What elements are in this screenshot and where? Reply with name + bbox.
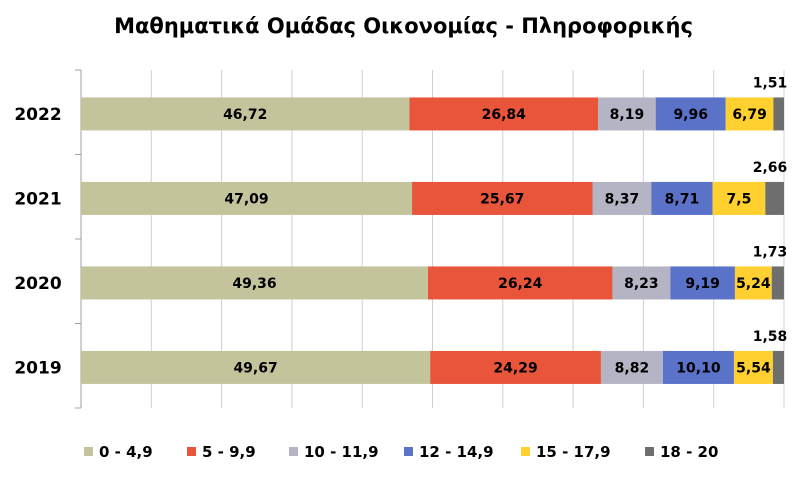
bar-segment xyxy=(81,181,413,215)
legend-swatch xyxy=(84,447,93,456)
bar-segment xyxy=(428,266,613,300)
bar-segment xyxy=(772,350,784,384)
data-label: 25,67 xyxy=(480,191,524,207)
legend-entry: 5 - 9,9 xyxy=(202,443,256,461)
bar-segment xyxy=(409,97,599,131)
legend-entry: 15 - 17,9 xyxy=(536,443,611,461)
bar-segment xyxy=(662,350,734,384)
legend-entry: 10 - 11,9 xyxy=(304,443,379,461)
data-label: 8,37 xyxy=(605,191,640,207)
legend-swatch xyxy=(521,447,530,456)
bar-segment xyxy=(712,181,766,215)
legend-swatch xyxy=(645,447,654,456)
data-label: 8,19 xyxy=(610,107,645,123)
data-label: 47,09 xyxy=(224,191,268,207)
category-label: 2020 xyxy=(14,274,61,294)
data-label: 1,73 xyxy=(753,244,788,260)
bar-segment xyxy=(81,350,431,384)
data-label: 1,58 xyxy=(753,329,788,345)
category-label: 2021 xyxy=(14,189,61,209)
chart-title: Μαθηματικά Ομάδας Οικονομίας - Πληροφορι… xyxy=(114,14,693,38)
bar-segment xyxy=(773,97,784,131)
bar-segment xyxy=(655,97,726,131)
bar-segment xyxy=(651,181,713,215)
bar-segment xyxy=(598,97,656,131)
data-label: 46,72 xyxy=(223,107,267,123)
bar-segment xyxy=(765,181,784,215)
data-label: 9,19 xyxy=(685,276,720,292)
bar-segment xyxy=(725,97,774,131)
bar-segment xyxy=(733,350,773,384)
bar-segment xyxy=(81,266,429,300)
data-label: 2,66 xyxy=(753,160,788,176)
data-label: 26,24 xyxy=(498,276,543,292)
data-label: 10,10 xyxy=(676,360,721,376)
legend-entry: 12 - 14,9 xyxy=(419,443,494,461)
data-label: 7,5 xyxy=(727,191,752,207)
bar-segment xyxy=(600,350,663,384)
data-label: 9,96 xyxy=(673,107,708,123)
bar-segment xyxy=(734,266,772,300)
legend-entry: 0 - 4,9 xyxy=(99,443,153,461)
data-label: 24,29 xyxy=(493,360,537,376)
category-label: 2022 xyxy=(14,105,61,125)
bar-segment xyxy=(430,350,601,384)
bar-segment xyxy=(670,266,735,300)
bar-segment xyxy=(81,97,410,131)
bar-segment xyxy=(771,266,784,300)
bar-segment xyxy=(412,181,593,215)
data-label: 49,36 xyxy=(232,276,276,292)
data-label: 1,51 xyxy=(753,75,788,91)
category-label: 2019 xyxy=(14,358,61,378)
data-label: 8,71 xyxy=(665,191,700,207)
legend-entry: 18 - 20 xyxy=(660,443,718,461)
legend-swatch xyxy=(289,447,298,456)
data-label: 6,79 xyxy=(732,107,767,123)
data-label: 5,54 xyxy=(736,360,771,376)
data-label: 49,67 xyxy=(233,360,277,376)
data-label: 5,24 xyxy=(736,276,771,292)
data-label: 8,23 xyxy=(624,276,659,292)
bar-segment xyxy=(592,181,652,215)
data-label: 8,82 xyxy=(615,360,650,376)
legend-swatch xyxy=(187,447,196,456)
legend-swatch xyxy=(404,447,413,456)
data-label: 26,84 xyxy=(482,107,527,123)
bar-segment xyxy=(612,266,671,300)
